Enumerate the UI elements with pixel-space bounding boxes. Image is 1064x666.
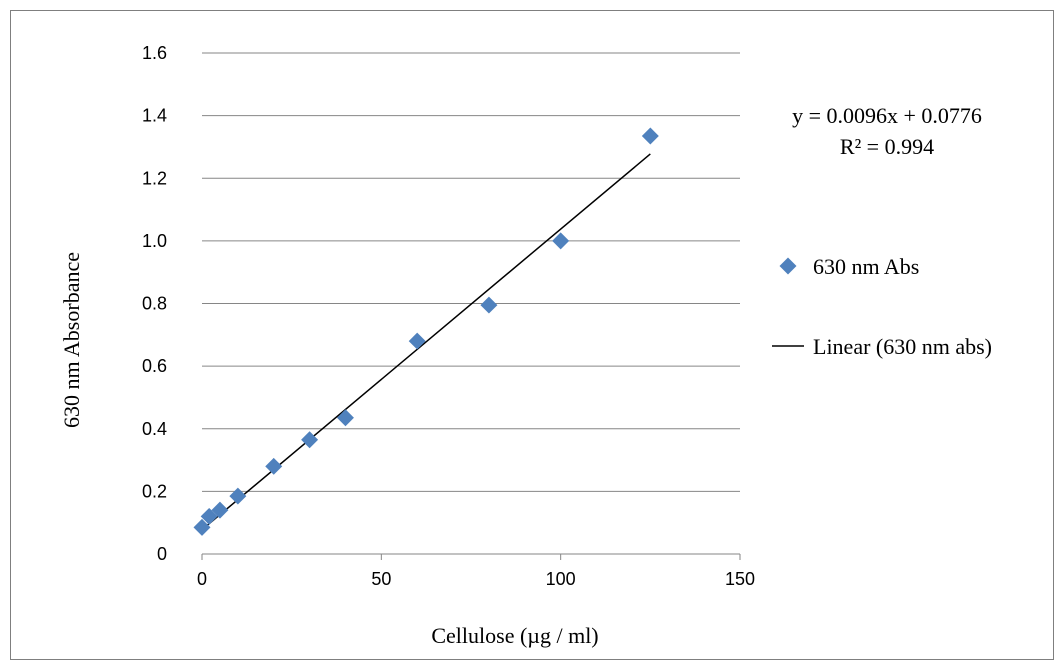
data-points bbox=[193, 127, 659, 536]
tick-labels: 0 0.2 0.4 0.6 0.8 1.0 1.2 1.4 1.6 0 50 100 150 bbox=[142, 43, 755, 589]
legend-label-trendline: Linear (630 nm abs) bbox=[813, 334, 992, 359]
y-tick-label: 1.0 bbox=[142, 231, 167, 251]
trendline bbox=[201, 153, 651, 531]
y-tick-label: 0.8 bbox=[142, 294, 167, 314]
trendline-layer bbox=[201, 153, 651, 531]
chart-frame: 0 0.2 0.4 0.6 0.8 1.0 1.2 1.4 1.6 0 50 100 150 Cellu… bbox=[10, 10, 1054, 660]
y-tick-label: 0.2 bbox=[142, 481, 167, 501]
y-tick-label: 0 bbox=[157, 544, 167, 564]
x-tick-label: 50 bbox=[371, 569, 391, 589]
data-point bbox=[408, 332, 426, 350]
data-point bbox=[193, 518, 211, 536]
data-point bbox=[336, 409, 354, 427]
legend-marker-diamond bbox=[779, 257, 797, 275]
data-point bbox=[641, 127, 659, 145]
trendline-r-squared: R² = 0.994 bbox=[840, 134, 934, 159]
y-tick-label: 0.6 bbox=[142, 356, 167, 376]
trendline-equation: y = 0.0096x + 0.0776 bbox=[792, 103, 982, 128]
data-point bbox=[229, 487, 247, 505]
x-axis-label: Cellulose (µg / ml) bbox=[431, 623, 598, 648]
gridlines bbox=[202, 52, 740, 492]
x-tick-label: 150 bbox=[725, 569, 755, 589]
data-point bbox=[211, 501, 229, 519]
data-point bbox=[480, 296, 498, 314]
x-tick-label: 0 bbox=[197, 569, 207, 589]
y-tick-label: 1.2 bbox=[142, 168, 167, 188]
y-axis-label: 630 nm Absorbance bbox=[59, 252, 84, 428]
axes bbox=[201, 553, 741, 560]
data-point bbox=[265, 457, 283, 475]
scatter-chart: 0 0.2 0.4 0.6 0.8 1.0 1.2 1.4 1.6 0 50 100 150 Cellu… bbox=[59, 43, 992, 648]
legend-label-series: 630 nm Abs bbox=[813, 254, 919, 279]
data-point bbox=[200, 507, 218, 525]
x-tick-label: 100 bbox=[546, 569, 576, 589]
data-point bbox=[552, 232, 570, 250]
y-tick-label: 1.4 bbox=[142, 106, 167, 126]
y-tick-label: 1.6 bbox=[142, 43, 167, 63]
data-point bbox=[301, 431, 319, 449]
y-tick-label: 0.4 bbox=[142, 419, 167, 439]
legend: 630 nm Abs Linear (630 nm abs) bbox=[772, 254, 992, 359]
